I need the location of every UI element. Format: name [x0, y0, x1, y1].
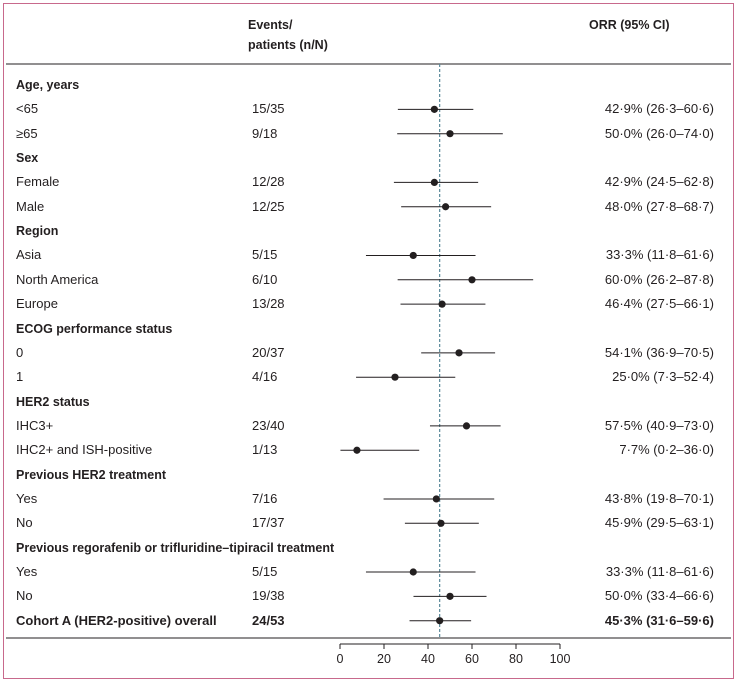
x-tick-label-100: 100	[550, 652, 571, 666]
row-6-0-point	[409, 568, 417, 576]
overall-row-orr: 45·3% (31·6–59·6)	[604, 612, 714, 628]
figure-frame	[3, 3, 734, 679]
row-6-0-label: Yes	[16, 564, 38, 579]
row-6-1-label: No	[16, 588, 33, 604]
row-6-1-events: 19/38	[252, 588, 285, 604]
row-4-1-events: 1/13	[252, 442, 278, 458]
row-2-1-label: North America	[16, 271, 99, 287]
row-0-1-label: ≥65	[16, 125, 38, 141]
group-title-3: ECOG performance status	[16, 321, 173, 336]
row-1-0-label: Female	[16, 174, 60, 190]
row-3-1-events: 4/16	[252, 369, 278, 385]
row-5-0-orr: 43·8% (19·8–70·1)	[604, 490, 714, 506]
row-4-0-events: 23/40	[252, 417, 285, 433]
events-header-line2: patients (n/N)	[248, 38, 328, 52]
row-6-0-orr: 33·3% (11·8–61·6)	[605, 564, 714, 579]
group-title-1: Sex	[16, 151, 39, 166]
row-1-0-point	[430, 178, 438, 186]
row-2-2-orr: 46·4% (27·5–66·1)	[604, 296, 714, 312]
row-1-1-orr: 48·0% (27·8–68·7)	[604, 198, 714, 214]
x-tick-label-80: 80	[509, 652, 523, 666]
row-1-1-point	[442, 203, 450, 211]
row-5-1-label: No	[16, 515, 33, 531]
group-title-6: Previous regorafenib or trifluridine–tip…	[16, 540, 335, 555]
row-2-2-point	[438, 300, 446, 308]
row-0-1-point	[446, 130, 454, 138]
row-2-1-point	[468, 276, 476, 284]
row-4-1-label: IHC2+ and ISH-positive	[16, 442, 153, 458]
row-1-1-label: Male	[16, 198, 45, 214]
group-title-0: Age, years	[16, 78, 80, 92]
group-title-4: HER2 status	[16, 394, 90, 409]
overall-row-label: Cohort A (HER2-positive) overall	[16, 612, 217, 628]
row-3-1-point	[391, 373, 399, 381]
row-2-0-events: 5/15	[252, 247, 278, 263]
row-5-0-point	[432, 495, 440, 503]
row-5-1-orr: 45·9% (29·5–63·1)	[604, 515, 714, 531]
row-0-0-events: 15/35	[252, 101, 285, 117]
row-2-0-label: Asia	[16, 247, 42, 263]
row-5-0-label: Yes	[16, 490, 38, 506]
x-tick-label-60: 60	[465, 652, 479, 666]
row-0-0-point	[430, 105, 438, 113]
row-6-0-events: 5/15	[252, 564, 278, 579]
row-5-1-events: 17/37	[252, 515, 285, 531]
row-1-0-events: 12/28	[252, 174, 285, 190]
row-2-2-events: 13/28	[252, 296, 285, 312]
row-3-0-label: 0	[16, 344, 24, 360]
row-6-1-orr: 50·0% (33·4–66·6)	[604, 588, 714, 604]
row-4-0-orr: 57·5% (40·9–73·0)	[604, 417, 714, 433]
row-0-1-orr: 50·0% (26·0–74·0)	[604, 125, 714, 141]
x-tick-label-20: 20	[377, 652, 391, 666]
row-5-0-events: 7/16	[252, 490, 278, 506]
x-tick-label-0: 0	[337, 652, 344, 666]
orr-header: ORR (95% CI)	[589, 18, 670, 32]
row-4-0-point	[462, 422, 471, 430]
row-2-0-orr: 33·3% (11·8–61·6)	[605, 247, 714, 263]
row-5-1-point	[437, 519, 445, 527]
row-2-1-orr: 60·0% (26·2–87·8)	[604, 271, 714, 287]
row-6-1-point	[446, 592, 454, 600]
events-header-line1: Events/	[248, 18, 293, 32]
row-3-1-label: 1	[16, 369, 24, 385]
row-3-1-orr: 25·0% (7·3–52·4)	[612, 369, 714, 385]
overall-row-point	[436, 617, 444, 625]
row-0-0-label: <65	[16, 101, 39, 117]
group-title-2: Region	[16, 224, 59, 239]
row-3-0-orr: 54·1% (36·9–70·5)	[604, 344, 714, 360]
row-0-1-events: 9/18	[252, 125, 278, 141]
row-3-0-events: 20/37	[252, 344, 285, 360]
row-4-1-orr: 7·7% (0·2–36·0)	[619, 442, 714, 458]
row-2-0-point	[409, 251, 417, 260]
row-1-1-events: 12/25	[252, 198, 285, 214]
overall-row-events: 24/53	[252, 612, 285, 628]
row-2-1-events: 6/10	[252, 271, 278, 287]
row-4-1-point	[353, 446, 361, 454]
row-3-0-point	[455, 349, 463, 357]
x-tick-label-40: 40	[421, 652, 435, 666]
group-title-5: Previous HER2 treatment	[16, 467, 167, 482]
row-1-0-orr: 42·9% (24·5–62·8)	[604, 174, 714, 190]
row-0-0-orr: 42·9% (26·3–60·6)	[604, 101, 714, 117]
row-4-0-label: IHC3+	[16, 417, 54, 433]
row-2-2-label: Europe	[16, 296, 58, 312]
